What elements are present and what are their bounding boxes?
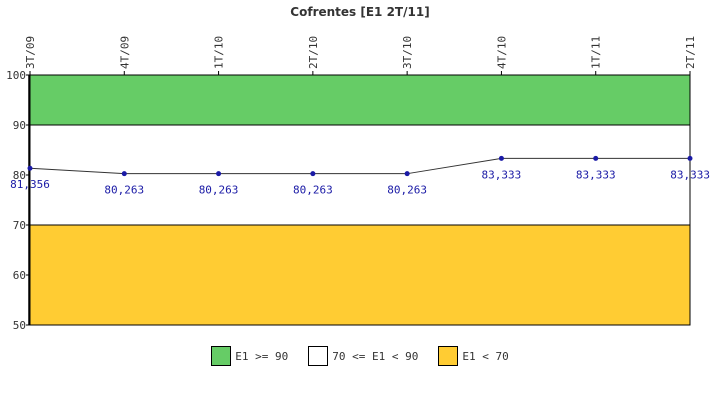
data-label: 80,263 [104, 184, 144, 197]
data-label: 83,333 [670, 168, 710, 181]
y-tick-label: 50 [13, 319, 26, 332]
plot-frame [29, 74, 691, 326]
y-tick-label: 100 [6, 69, 26, 82]
band-layer [30, 75, 690, 325]
data-label: 83,333 [576, 168, 616, 181]
data-point [121, 171, 127, 177]
data-label: 80,263 [387, 184, 427, 197]
data-label: 83,333 [482, 168, 522, 181]
legend-label: E1 < 70 [462, 349, 509, 363]
x-tick-label: 4T/10 [495, 36, 508, 69]
data-point [404, 171, 410, 177]
series-line [29, 157, 690, 175]
band-1 [30, 125, 690, 225]
data-point [216, 171, 222, 177]
x-tick-label: 2T/11 [684, 36, 697, 69]
band-0 [30, 75, 690, 125]
x-tick-label: 2T/10 [307, 36, 320, 69]
y-tick-label: 90 [13, 119, 26, 132]
legend-item: E1 >= 90 [211, 346, 288, 366]
legend-item: 70 <= E1 < 90 [308, 346, 418, 366]
data-point [310, 171, 316, 177]
y-tick-label: 80 [13, 169, 26, 182]
legend-label: E1 >= 90 [235, 349, 289, 363]
y-axis: 50 60 70 80 90 100 [6, 69, 30, 332]
data-label: 80,263 [199, 184, 239, 197]
data-point [687, 155, 693, 161]
data-point [498, 155, 504, 161]
x-tick-label: 1T/10 [213, 36, 226, 69]
data-point [593, 155, 599, 161]
chart: Cofrentes [E1 2T/11] 50 60 70 80 90 100 3T/09… [6, 5, 710, 332]
legend-swatch [211, 346, 232, 366]
x-tick-label: 4T/09 [118, 36, 131, 69]
band-2 [30, 225, 690, 325]
legend-swatch [438, 346, 459, 366]
y-tick-label: 60 [13, 269, 26, 282]
y-tick-label: 70 [13, 219, 26, 232]
x-tick-label: 3T/10 [401, 36, 414, 69]
legend: E1 >= 90 70 <= E1 < 90 E1 < 70 [0, 345, 720, 367]
series-layer: 81,356 80,263 80,263 80,263 80,263 83,333 83,3… [10, 155, 710, 197]
x-tick-label: 1T/11 [590, 36, 603, 69]
legend-label: 70 <= E1 < 90 [332, 349, 419, 363]
x-tick-label: 3T/09 [24, 36, 37, 69]
data-point [27, 165, 33, 171]
chart-title: Cofrentes [E1 2T/11] [290, 5, 429, 19]
legend-item: E1 < 70 [438, 346, 509, 366]
data-label: 81,356 [10, 178, 50, 191]
grid-layer [28, 74, 691, 326]
legend-swatch [308, 346, 329, 366]
x-axis: 3T/09 4T/09 1T/10 2T/10 3T/10 4T/10 1T/11 2T/11 [24, 36, 697, 75]
data-label: 80,263 [293, 184, 333, 197]
